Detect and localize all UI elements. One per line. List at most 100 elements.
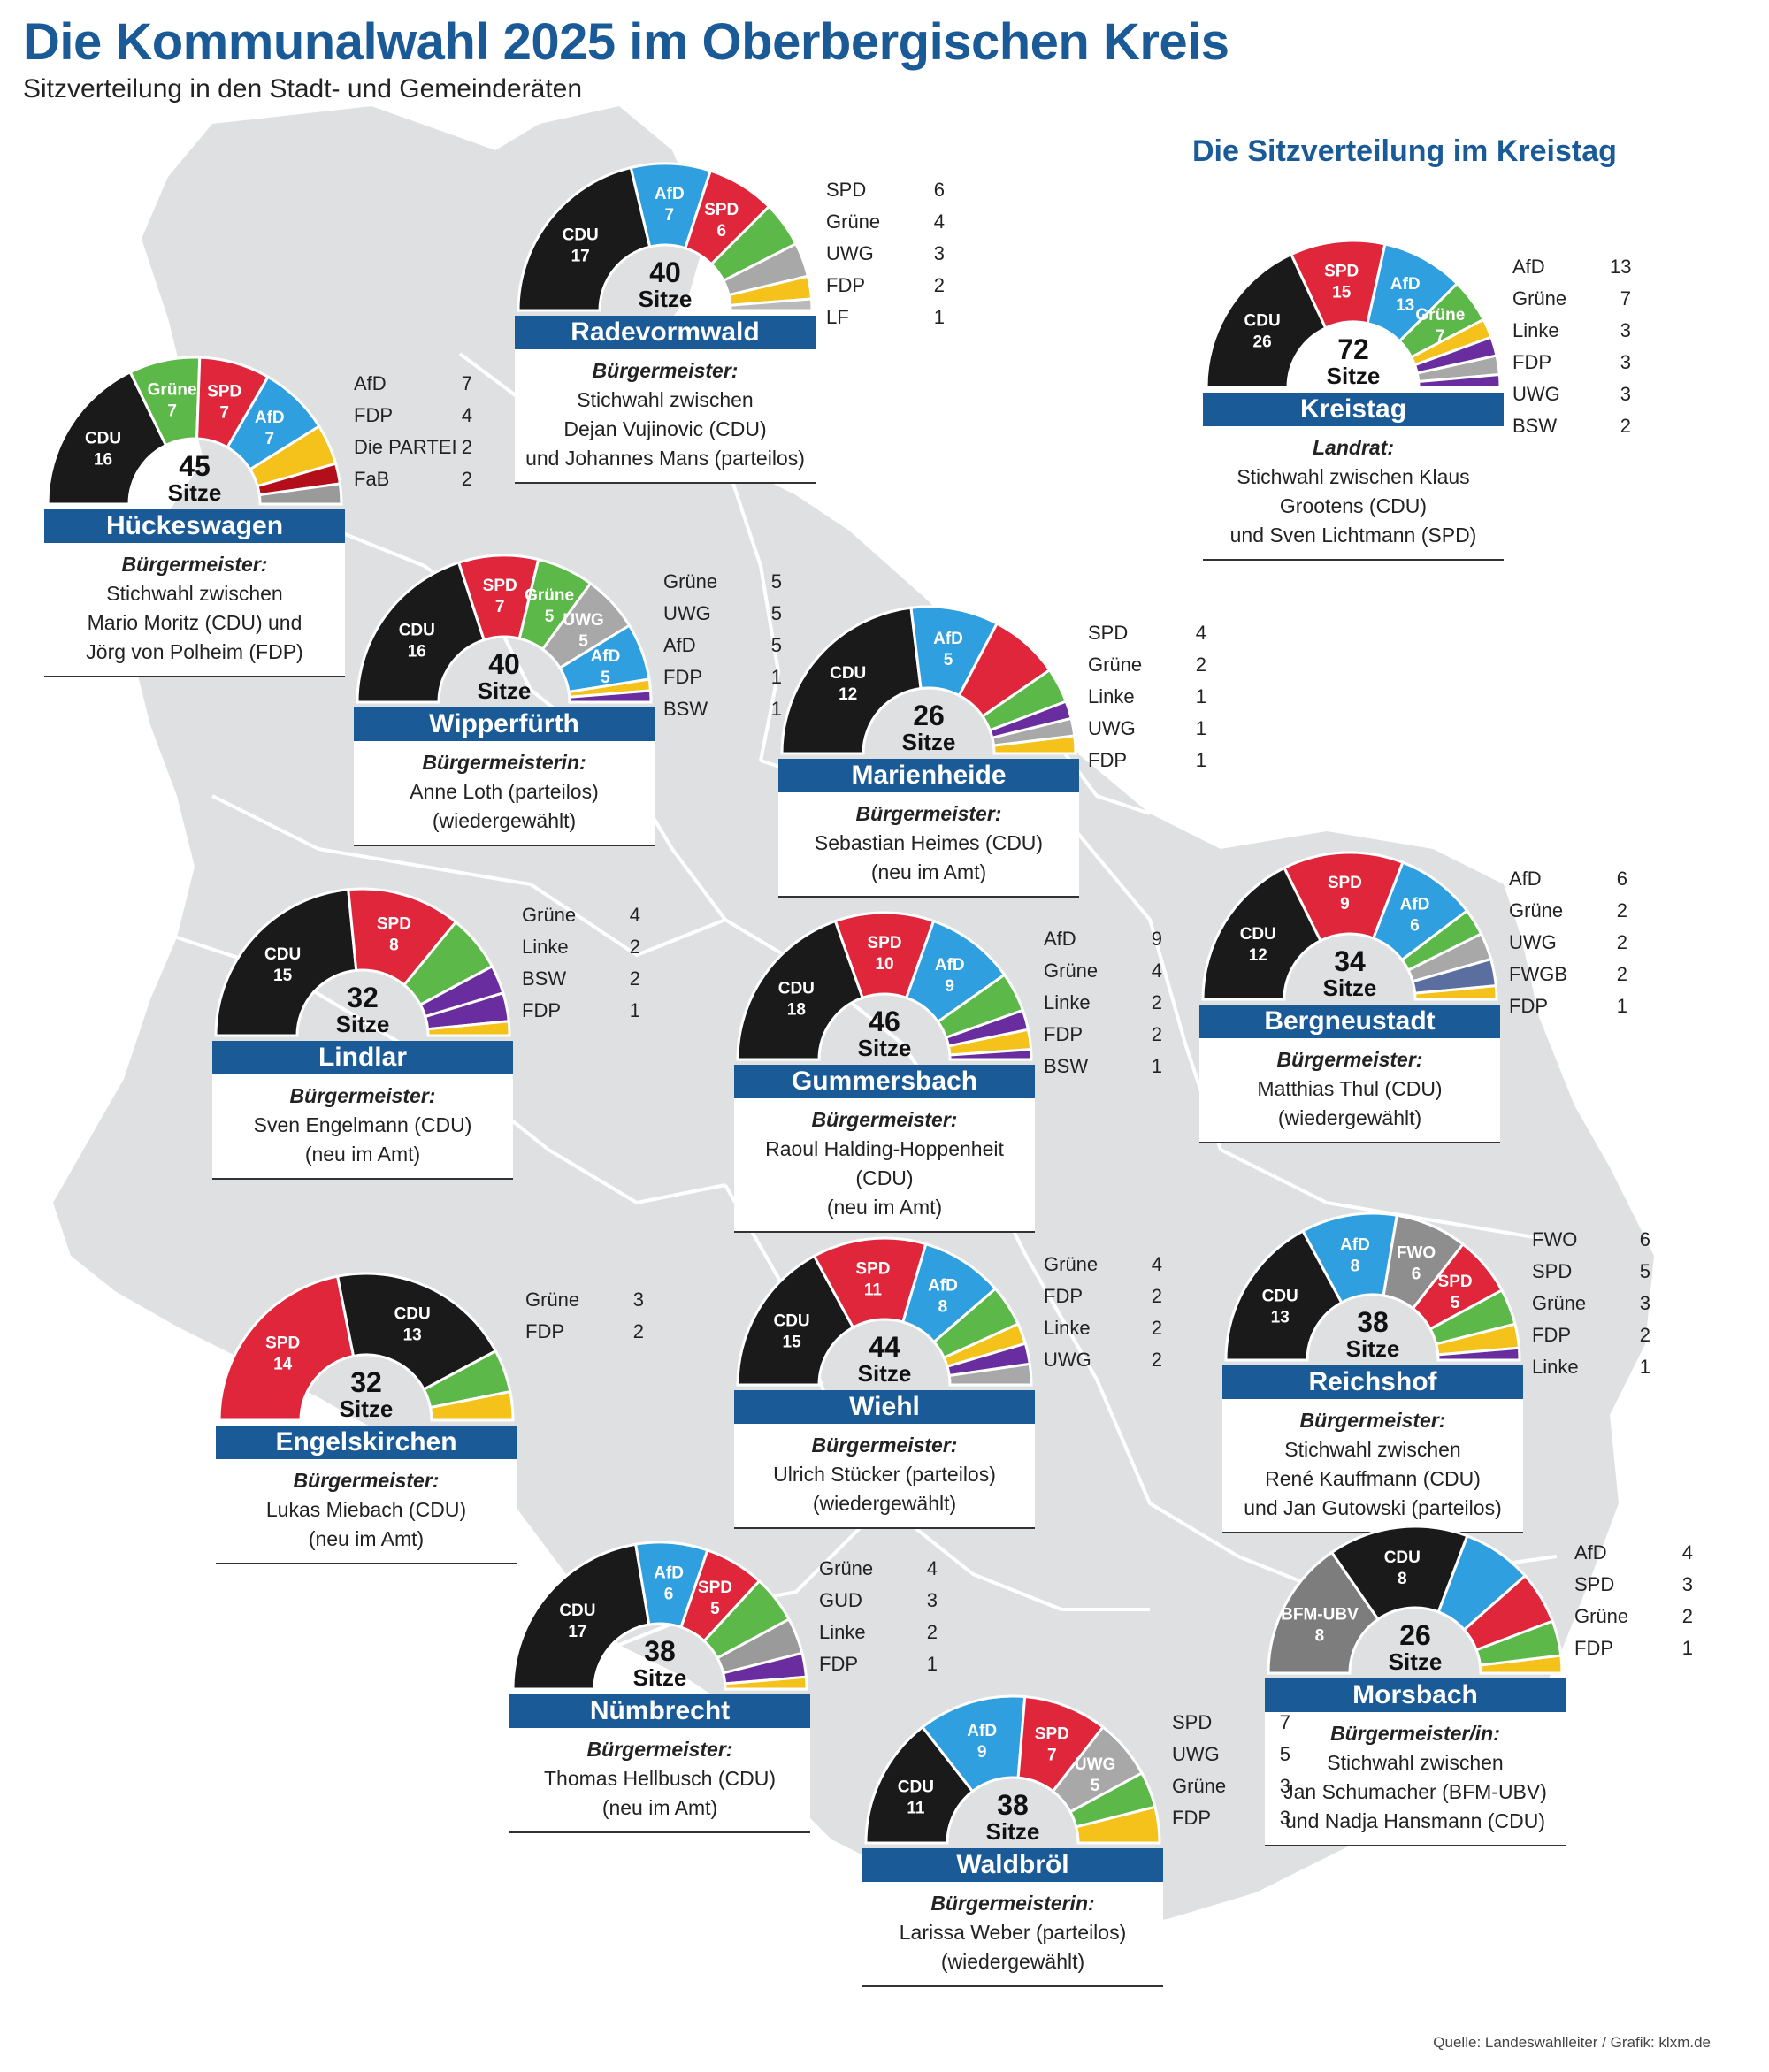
chart-lindlar: CDU 15 SPD 8 32 Sitze Lindlar Bürgermeister: Sve…	[212, 887, 640, 1225]
segment-party-label: SPD	[265, 1334, 300, 1353]
seat-segment-fdp	[1074, 1805, 1161, 1845]
chart-nuembrecht: CDU 17 AfD 6 SPD 5 38 Sitze Nümbrecht Bürgermeist…	[509, 1541, 938, 1878]
seat-legend: AfD 7 FDP 4 Die PARTEI 2 FaB 2	[354, 368, 472, 495]
legend-seats: 1	[1151, 1055, 1162, 1077]
legend-party: LF	[826, 306, 849, 328]
municipality-name-banner: Nümbrecht	[509, 1694, 810, 1728]
mayor-info-line: Raoul Halding-Hoppenheit (CDU)	[765, 1137, 1004, 1189]
legend-seats: 2	[629, 936, 640, 958]
total-seats-label: Sitze	[986, 1818, 1040, 1845]
legend-row: BSW 1	[663, 693, 782, 725]
legend-party: AfD	[1574, 1541, 1607, 1564]
segment-party-label: SPD	[377, 914, 411, 933]
legend-row: Grüne 4	[522, 899, 640, 931]
chart-radevormwald: CDU 17 AfD 7 SPD 6 40 Sitze Radevormwald Bürgerme…	[515, 162, 945, 500]
mayor-info-line: Lukas Miebach (CDU)	[265, 1498, 467, 1521]
municipality-name-banner: Hückeswagen	[44, 509, 345, 543]
segment-seat-label: 15	[1332, 284, 1352, 302]
chart-waldbroel: CDU 11 AfD 9 SPD 7 UWG 5 38 Sitze Waldbröl Bürgerme…	[862, 1694, 1290, 2032]
legend-party: Grüne	[1044, 960, 1099, 982]
legend-seats: 2	[1151, 1349, 1162, 1371]
legend-party: Linke	[1512, 319, 1559, 341]
seat-segment-bsw	[1417, 372, 1502, 389]
mayor-info-line: René Kauffmann (CDU)	[1265, 1467, 1481, 1490]
legend-seats: 6	[933, 179, 945, 201]
seat-segment-cdu	[46, 370, 168, 506]
seat-legend: Grüne 4 FDP 2 Linke 2 UWG 2	[1044, 1249, 1162, 1376]
legend-seats: 2	[1616, 963, 1627, 985]
seat-legend: AfD 13 Grüne 7 Linke 3 FDP 3 UWG 3 BSW 2	[1512, 251, 1631, 442]
chart-wipperfuerth: CDU 16 SPD 7 Grüne 5 UWG 5 AfD 5 40 Sitze Wipperfürt…	[354, 554, 782, 891]
legend-row: Grüne 4	[1044, 1249, 1162, 1281]
municipality-name-banner: Engelskirchen	[216, 1426, 517, 1459]
legend-row: FaB 2	[354, 463, 472, 495]
legend-party: UWG	[1512, 383, 1560, 405]
mayor-info-line: Thomas Hellbusch (CDU)	[543, 1767, 776, 1790]
mayor-info-line: Stichwahl zwischen	[1327, 1751, 1504, 1774]
legend-party: FaB	[354, 468, 390, 490]
legend-seats: 3	[632, 1288, 644, 1311]
segment-party-label: Grüne	[525, 586, 574, 605]
chart-marienheide: CDU 12 AfD 5 26 Sitze Marienheide Bürgermeister…	[778, 605, 1206, 943]
chart-gummersbach: CDU 18 SPD 10 AfD 9 46 Sitze Gummersbach Bürgerme…	[734, 911, 1162, 1249]
mayor-role-label: Bürgermeisterin:	[930, 1892, 1095, 1915]
legend-seats: 5	[1639, 1260, 1650, 1282]
seat-segment-lf	[729, 297, 814, 312]
total-seats-number: 26	[1399, 1619, 1431, 1651]
segment-party-label: AfD	[654, 1564, 684, 1582]
legend-row: UWG 5	[1172, 1739, 1290, 1770]
mayor-info-box: Bürgermeister: Sven Engelmann (CDU) (neu i…	[212, 1074, 513, 1180]
legend-row: FDP 1	[663, 661, 782, 693]
mayor-info-line: Larissa Weber (parteilos)	[899, 1921, 1127, 1944]
mayor-info-line: Dejan Vujinovic (CDU)	[563, 417, 767, 440]
legend-party: FDP	[1574, 1637, 1613, 1659]
legend-party: FDP	[1044, 1023, 1083, 1045]
segment-seat-label: 13	[1396, 296, 1414, 315]
seat-segment-cdu	[517, 165, 652, 312]
legend-party: FWGB	[1509, 963, 1567, 985]
mayor-info-line: Jörg von Polheim (FDP)	[86, 640, 303, 663]
legend-party: Grüne	[1574, 1605, 1629, 1627]
legend-row: Grüne 2	[1088, 649, 1206, 681]
segment-seat-label: 17	[571, 247, 590, 265]
mayor-info-line: (neu im Amt)	[601, 1796, 718, 1819]
segment-party-label: CDU	[85, 429, 121, 447]
total-seats-label: Sitze	[478, 677, 532, 704]
total-seats-label: Sitze	[902, 729, 956, 755]
page-title: Die Kommunalwahl 2025 im Oberbergischen …	[23, 13, 1229, 71]
legend-row: SPD 7	[1172, 1707, 1290, 1739]
legend-party: UWG	[663, 602, 711, 624]
segment-party-label: CDU	[563, 226, 599, 244]
legend-party: SPD	[1574, 1573, 1615, 1595]
legend-seats: 4	[926, 1557, 938, 1579]
legend-party: UWG	[826, 242, 874, 264]
legend-row: UWG 3	[1512, 378, 1631, 410]
legend-row: SPD 3	[1574, 1569, 1693, 1601]
legend-seats: 4	[1681, 1541, 1693, 1564]
segment-seat-label: 26	[1253, 333, 1272, 351]
legend-row: Linke 2	[1044, 987, 1162, 1019]
segment-seat-label: 7	[167, 402, 177, 421]
segment-party-label: SPD	[1438, 1273, 1473, 1291]
seat-segment-fdp	[1413, 984, 1498, 1001]
seat-segment-cdu	[736, 919, 865, 1061]
legend-party: UWG	[1509, 931, 1557, 953]
legend-seats: 3	[1279, 1775, 1290, 1797]
mayor-role-label: Bürgermeister:	[592, 359, 739, 382]
legend-row: Linke 2	[1044, 1312, 1162, 1344]
seat-segment-fdp	[992, 734, 1077, 755]
seat-segment-fdp	[426, 1020, 511, 1037]
segment-party-label: SPD	[855, 1260, 890, 1279]
segment-seat-label: 7	[665, 206, 675, 225]
legend-seats: 2	[1639, 1324, 1650, 1346]
municipality-name-banner: Wipperfürth	[354, 707, 655, 741]
seat-segment-cdu	[335, 1272, 498, 1392]
mayor-role-label: Bürgermeister:	[811, 1108, 958, 1131]
legend-row: FDP 4	[354, 400, 472, 432]
segment-party-label: UWG	[1075, 1755, 1115, 1774]
legend-row: FDP 2	[1532, 1319, 1650, 1351]
